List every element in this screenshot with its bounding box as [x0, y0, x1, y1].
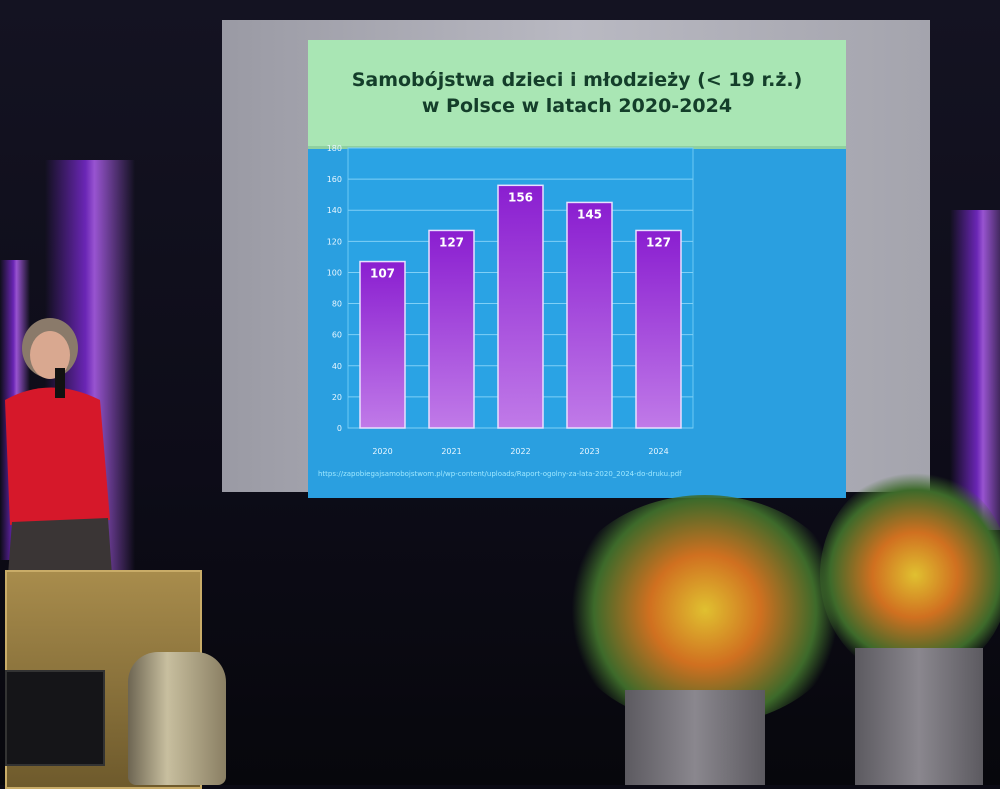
y-tick-label: 160: [327, 175, 342, 184]
data-label: 127: [439, 235, 464, 249]
flower-pedestal-left: [625, 690, 765, 785]
data-label: 145: [577, 207, 602, 221]
stage-monitor: [5, 670, 105, 766]
x-tick-label: 2023: [579, 447, 599, 456]
y-tick-label: 20: [332, 393, 342, 402]
bar: [635, 229, 682, 429]
slide-title-line2: w Polsce w latach 2020-2024: [421, 95, 733, 117]
bar: [497, 184, 544, 429]
vase: [128, 652, 226, 785]
microphone-icon: [55, 368, 65, 398]
x-tick-label: 2021: [441, 447, 461, 456]
y-tick-label: 140: [327, 206, 342, 215]
y-tick-label: 80: [332, 300, 342, 309]
x-tick-label: 2022: [510, 447, 530, 456]
y-tick-label: 180: [327, 144, 342, 153]
source-url: https://zapobiegajsamobojstwom.pl/wp-con…: [318, 470, 682, 478]
y-tick-label: 120: [327, 237, 342, 246]
bar: [566, 201, 613, 429]
slide-title-line1: Samobójstwa dzieci i młodzieży (< 19 r.ż…: [351, 69, 803, 91]
bar-chart: 0 20 40 60 80 100 120 140 160 180 107 2020 127 2021 15…: [327, 144, 694, 456]
flower-arrangement-left: [560, 495, 850, 725]
y-tick-label: 60: [332, 331, 342, 340]
y-tick-label: 40: [332, 362, 342, 371]
stage-light-right: [950, 210, 1000, 530]
x-tick-label: 2024: [648, 447, 668, 456]
flower-arrangement-right: [820, 470, 1000, 680]
presentation-slide: Samobójstwa dzieci i młodzieży (< 19 r.ż…: [308, 40, 846, 498]
bar: [428, 229, 475, 429]
speaker: [5, 318, 112, 575]
data-label: 156: [508, 190, 533, 204]
flower-pedestal-right: [855, 648, 983, 785]
data-label: 107: [370, 267, 395, 281]
y-tick-label: 100: [327, 268, 342, 277]
y-tick-label: 0: [337, 424, 342, 433]
x-tick-label: 2020: [372, 447, 392, 456]
data-label: 127: [646, 235, 671, 249]
bar: [359, 260, 406, 429]
